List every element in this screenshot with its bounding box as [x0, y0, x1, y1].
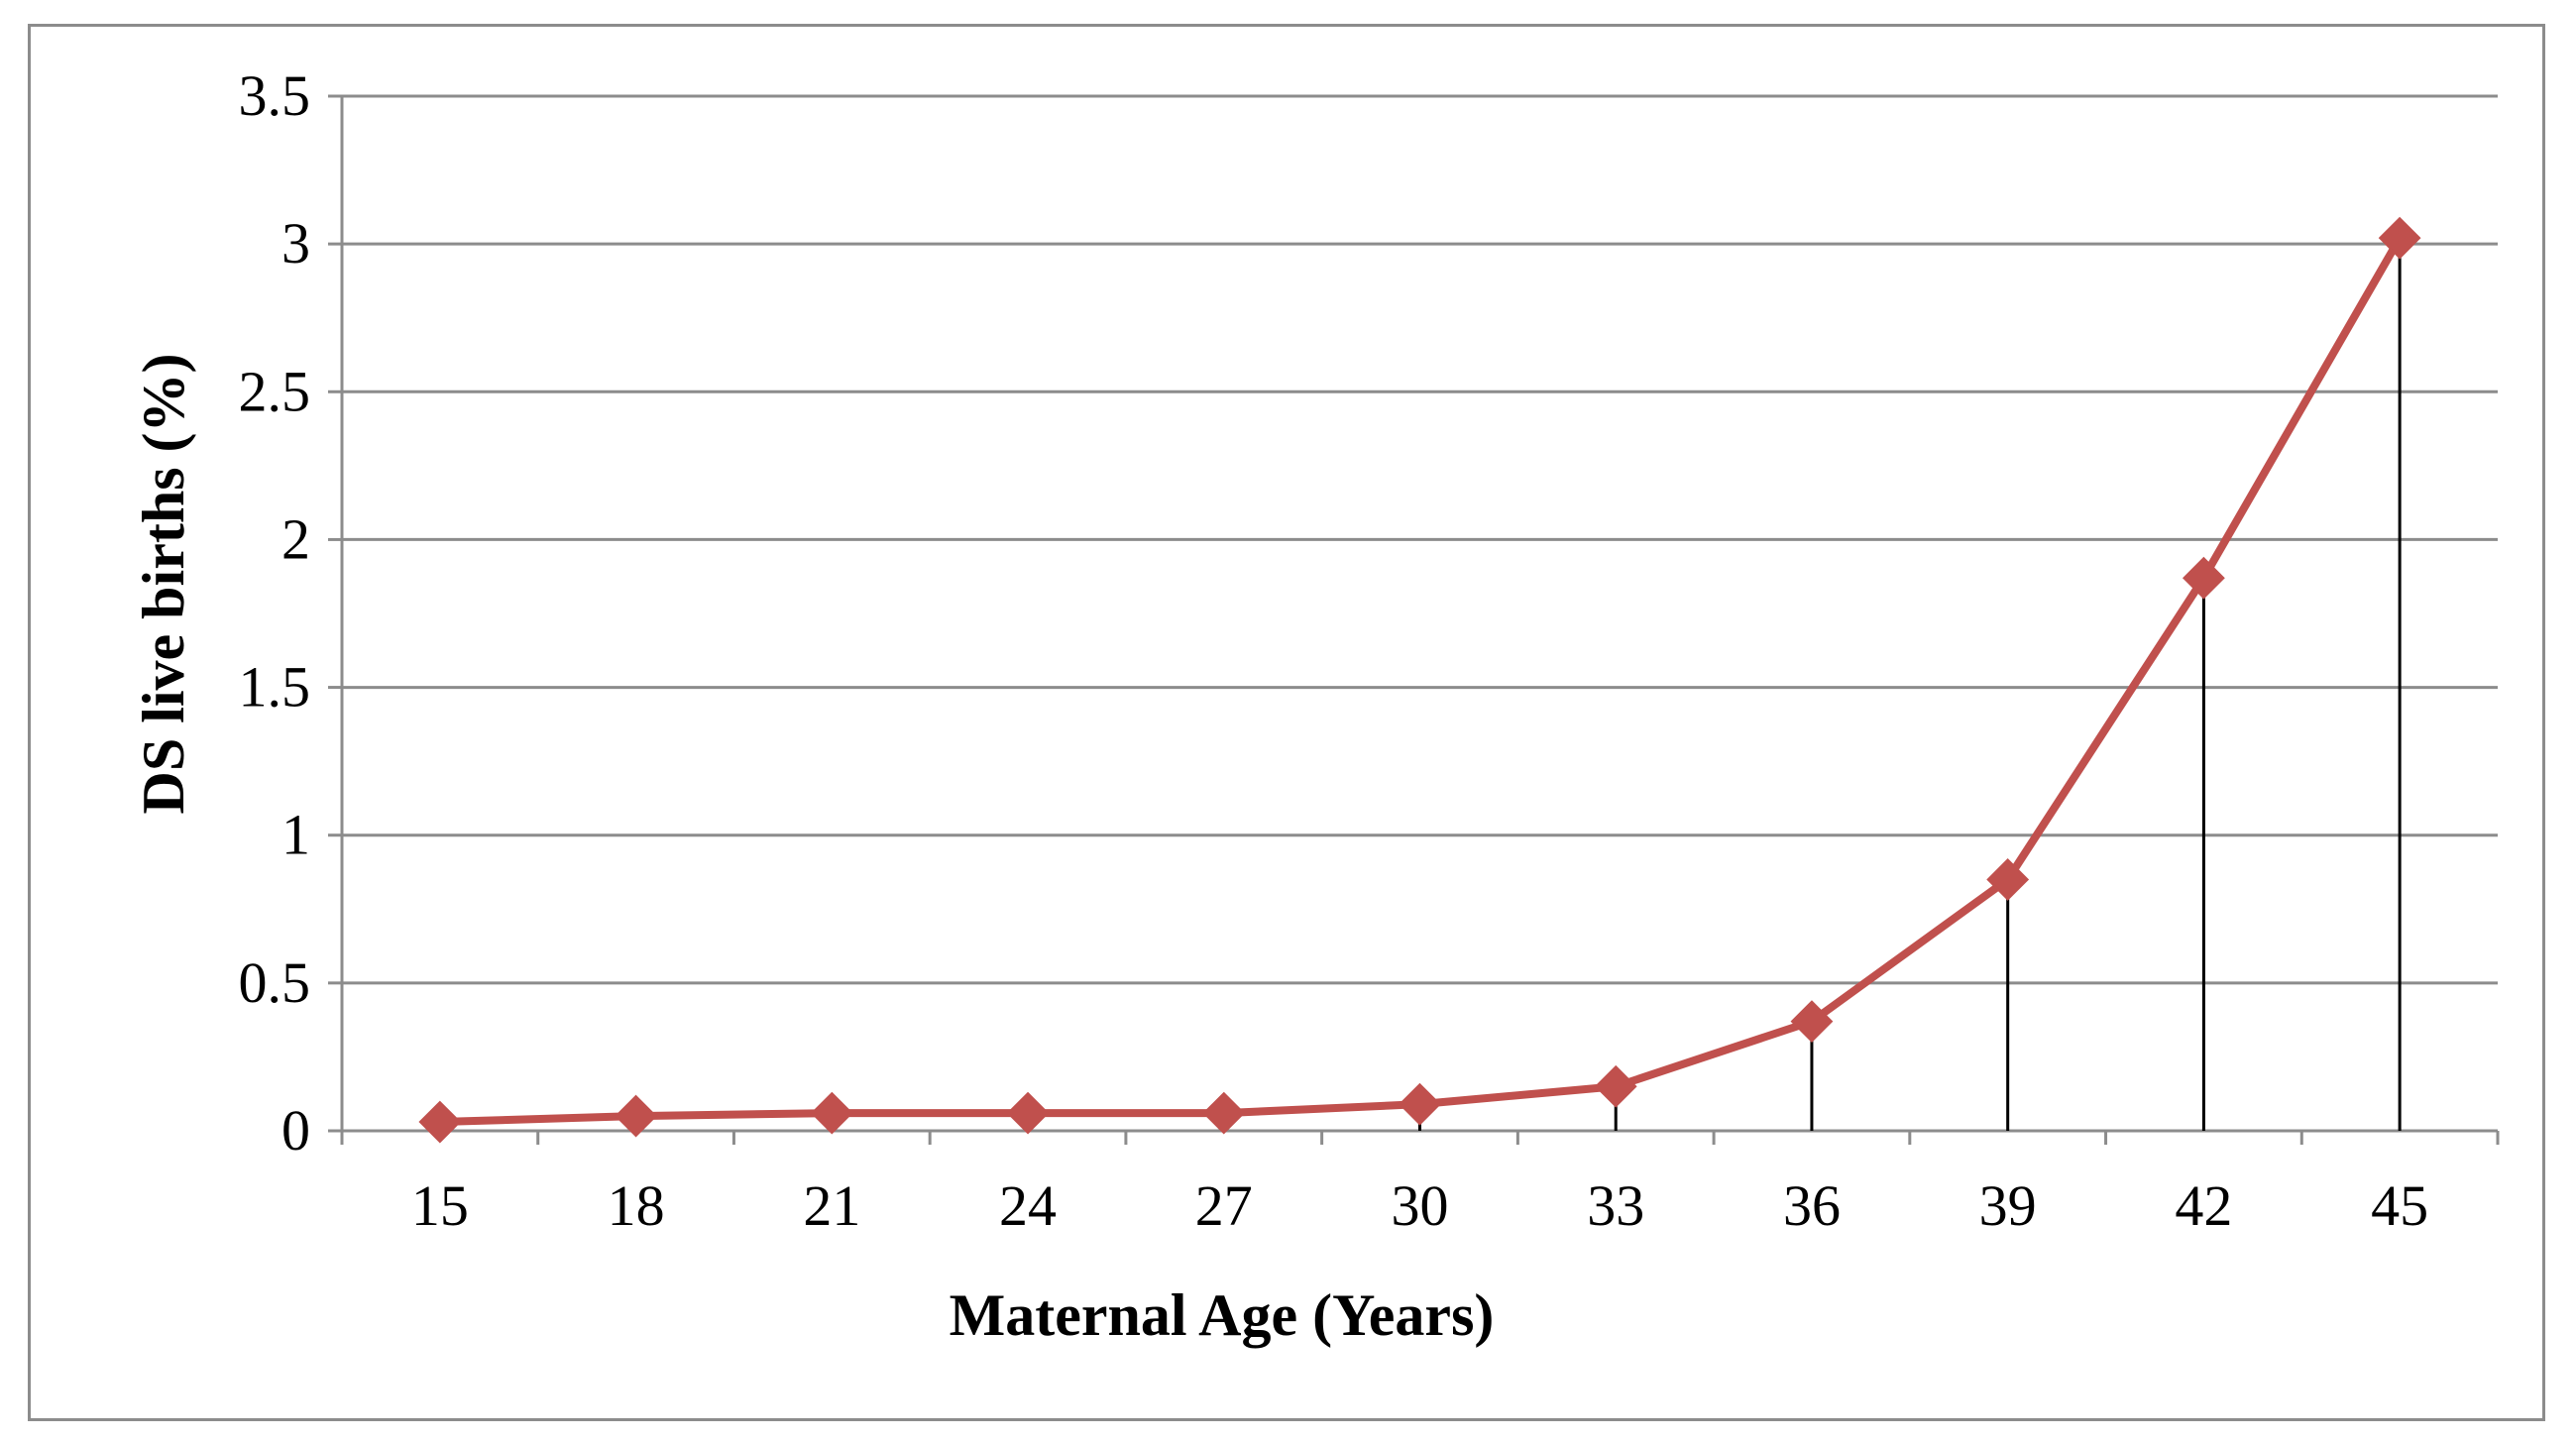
x-tick-label: 27 — [1195, 1173, 1253, 1238]
y-tick-label: 1.5 — [239, 655, 311, 720]
x-tick-label: 18 — [608, 1173, 665, 1238]
x-tick-label: 39 — [1979, 1173, 2037, 1238]
data-point — [1006, 1091, 1050, 1135]
chart-frame — [28, 24, 2545, 1421]
y-tick-label: 1 — [281, 803, 310, 867]
data-point — [1790, 1000, 1834, 1044]
data-point — [1594, 1064, 1637, 1108]
data-point — [1202, 1091, 1246, 1135]
x-tick-label: 24 — [999, 1173, 1057, 1238]
data-point — [2182, 556, 2225, 600]
x-tick-label: 30 — [1392, 1173, 1449, 1238]
data-point — [615, 1094, 658, 1138]
x-tick-label: 42 — [2175, 1173, 2232, 1238]
y-tick-label: 2.5 — [239, 359, 311, 423]
series-line — [439, 236, 2404, 1127]
y-tick-label: 2 — [281, 506, 310, 571]
x-tick-label: 36 — [1783, 1173, 1841, 1238]
x-tick-label: 15 — [411, 1173, 469, 1238]
y-tick-label: 0 — [281, 1098, 310, 1163]
x-tick-label: 45 — [2371, 1173, 2428, 1238]
data-point — [418, 1100, 462, 1144]
data-point — [810, 1091, 853, 1135]
x-tick-label: 33 — [1587, 1173, 1644, 1238]
y-tick-label: 3.5 — [239, 63, 311, 128]
y-axis-title: DS live births (%) — [131, 354, 196, 815]
x-tick-label: 21 — [803, 1173, 860, 1238]
data-point — [1399, 1082, 1441, 1126]
y-tick-label: 3 — [281, 211, 310, 276]
data-point — [1986, 858, 2030, 901]
data-point — [2378, 216, 2421, 260]
y-tick-label: 0.5 — [239, 950, 311, 1015]
x-axis-title: Maternal Age (Years) — [950, 1282, 1495, 1348]
